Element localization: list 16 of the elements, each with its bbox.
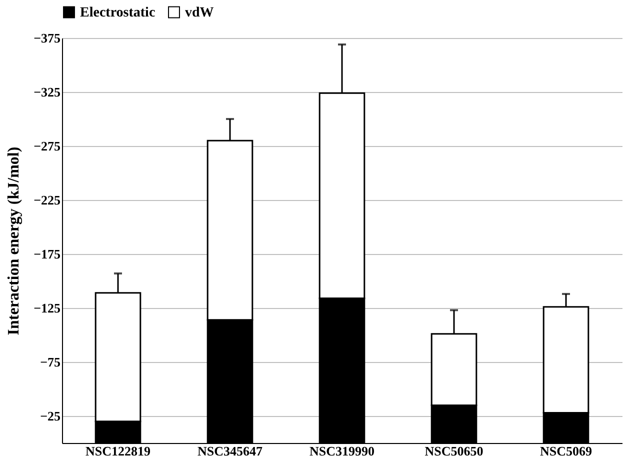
x-tick-label: NSC5069 <box>540 444 592 458</box>
legend-label: Electrostatic <box>80 5 156 20</box>
x-tick-label: NSC345647 <box>197 444 263 458</box>
y-tick-label: −25 <box>40 408 61 424</box>
y-tick-label: −275 <box>34 138 61 154</box>
x-tick-label: NSC319990 <box>309 444 375 458</box>
y-tick-label: −75 <box>40 354 61 370</box>
x-tick-label: NSC122819 <box>85 444 151 458</box>
x-tick-label: NSC50650 <box>424 444 484 458</box>
legend-label: vdW <box>185 5 214 20</box>
y-axis-title: Interaction energy (kJ/mol) <box>6 146 23 336</box>
y-tick-label: −375 <box>34 30 61 46</box>
y-tick-label: −325 <box>34 84 61 100</box>
y-tick-label: −225 <box>34 192 61 208</box>
y-tick-label: −125 <box>34 300 61 316</box>
y-tick-label: −175 <box>34 246 61 262</box>
